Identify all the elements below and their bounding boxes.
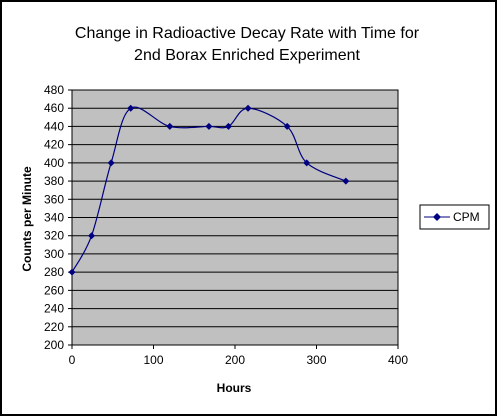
x-axis-label: Hours [217, 381, 252, 395]
data-point [342, 177, 350, 185]
y-axis-label: Counts per Minute [20, 166, 34, 272]
y-tick-label: 360 [44, 192, 64, 206]
y-tick-label: 420 [44, 138, 64, 152]
y-tick-label: 300 [44, 247, 64, 261]
y-tick-label: 460 [44, 101, 64, 115]
data-point [224, 122, 232, 130]
y-tick-label: 280 [44, 265, 64, 279]
data-point [68, 268, 76, 276]
chart-title: Change in Radioactive Decay Rate with Ti… [75, 25, 420, 42]
y-tick-label: 340 [44, 211, 64, 225]
plot-border [71, 89, 399, 346]
x-tick-label: 300 [306, 353, 326, 367]
x-tick-label: 100 [143, 353, 163, 367]
data-point [107, 159, 115, 167]
legend-label: CPM [453, 210, 480, 224]
y-tick-label: 440 [44, 119, 64, 133]
y-tick-label: 380 [44, 174, 64, 188]
y-tick-label: 400 [44, 156, 64, 170]
y-tick-label: 320 [44, 229, 64, 243]
x-tick-label: 0 [69, 353, 76, 367]
y-tick-label: 480 [44, 83, 64, 97]
legend-marker [433, 213, 441, 221]
chart-subtitle: 2nd Borax Enriched Experiment [134, 47, 360, 64]
data-point [283, 122, 291, 130]
y-tick-label: 260 [44, 283, 64, 297]
data-point [166, 122, 174, 130]
data-point [205, 122, 213, 130]
x-tick-label: 400 [388, 353, 408, 367]
y-tick-label: 240 [44, 302, 64, 316]
data-point [303, 159, 311, 167]
y-tick-label: 220 [44, 320, 64, 334]
x-tick-label: 200 [225, 353, 245, 367]
data-point [88, 232, 96, 240]
legend: CPM [419, 204, 490, 230]
data-point [244, 104, 252, 112]
y-tick-label: 200 [44, 338, 64, 352]
